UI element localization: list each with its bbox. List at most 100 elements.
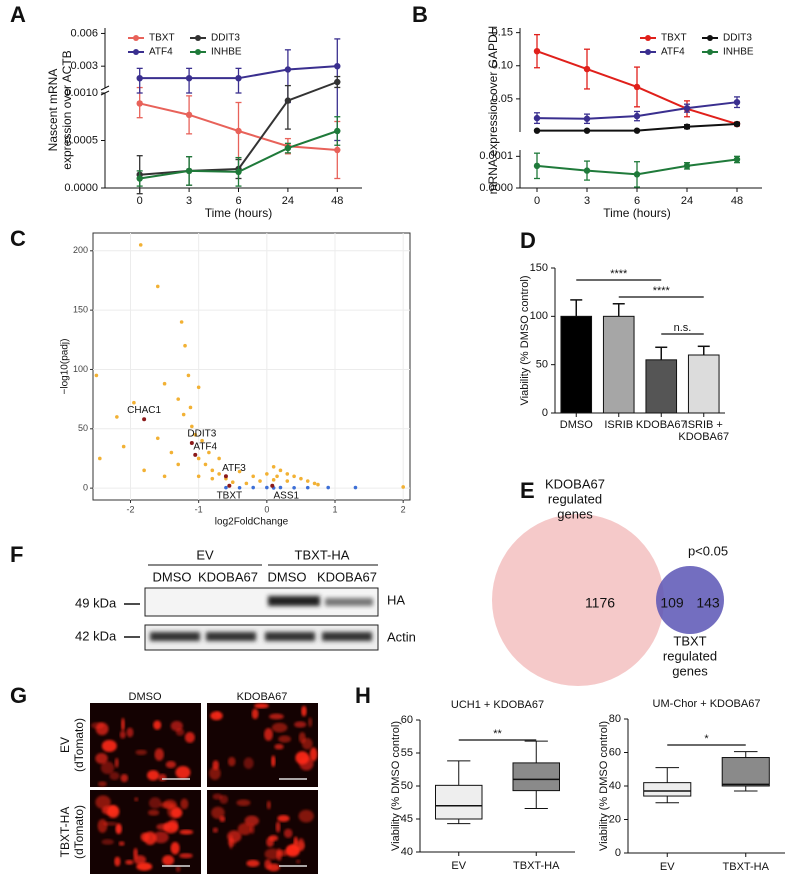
legend-label: DDIT3 [723, 33, 752, 44]
significance-label: ** [493, 728, 502, 740]
point [583, 115, 591, 122]
row-label: (dTomato) [72, 718, 86, 772]
cell [101, 739, 117, 752]
point [196, 456, 201, 461]
cell [126, 727, 134, 738]
cell [251, 708, 259, 720]
cell [170, 807, 183, 818]
cell [278, 735, 292, 743]
cell [180, 798, 189, 810]
legend-label: ATF4 [149, 47, 173, 58]
panel-label: G [10, 683, 27, 708]
western-blot: EV TBXT-HA DMSO KDOBA67 DMSO KDOBA67 49 … [75, 547, 416, 651]
point [207, 450, 211, 455]
cell [264, 848, 281, 860]
cell [102, 821, 118, 826]
point [353, 485, 358, 490]
venn-label: KDOBA67 [545, 476, 605, 491]
point [251, 474, 256, 479]
x-tick-label: 0 [137, 195, 143, 207]
point [278, 468, 283, 473]
cell [271, 755, 276, 768]
cell [301, 737, 313, 750]
x-tick-label: 6 [634, 195, 640, 207]
cell [114, 757, 119, 768]
y-tick-label: 50 [401, 780, 413, 792]
point [733, 120, 741, 128]
point [305, 485, 310, 490]
legend-label: DDIT3 [211, 33, 240, 44]
x-tick-label-text: ISRIB + KDOBA67 [678, 419, 730, 443]
x-tick-label: -1 [195, 504, 203, 514]
point [299, 476, 303, 481]
point [196, 474, 201, 479]
significance-label: * [704, 733, 709, 745]
significance-label: **** [610, 268, 628, 280]
point [334, 127, 341, 135]
point [121, 444, 126, 449]
point [633, 127, 641, 134]
x-tick-label: 24 [681, 195, 693, 207]
point [533, 127, 541, 134]
annotation: ASS1 [274, 490, 300, 501]
bar [645, 359, 678, 414]
row-label: EV [58, 737, 72, 753]
cell [298, 809, 314, 823]
y-tick-label: 0.05 [492, 93, 513, 105]
point [237, 469, 242, 474]
point [203, 462, 208, 467]
micro-image [207, 703, 318, 787]
box [435, 784, 483, 820]
cell [175, 765, 191, 779]
legend-label: INHBE [211, 47, 242, 58]
cell [95, 752, 108, 764]
legend-marker [195, 49, 201, 55]
x-tick-label-text: DMSO [559, 419, 593, 431]
cell [264, 727, 273, 741]
y-tick-label: 40 [609, 780, 621, 792]
point [533, 47, 541, 55]
point [275, 474, 279, 479]
blot-band [265, 632, 315, 641]
band-label: HA [387, 592, 405, 607]
legend-marker [707, 35, 713, 41]
box [721, 757, 770, 787]
cell [114, 856, 121, 867]
point [683, 123, 691, 130]
column-label: KDOBA67 [237, 691, 288, 703]
cell [219, 794, 229, 804]
marker-label: 49 kDa [75, 595, 117, 610]
point [533, 162, 541, 170]
venn-label: regulated [548, 491, 602, 506]
significance-label: **** [653, 285, 671, 297]
band-label: Actin [387, 629, 416, 644]
point [183, 343, 187, 348]
y-axis-label: Viability (% DMSO control) [598, 721, 610, 851]
group-label: EV [196, 547, 214, 562]
cell [227, 830, 242, 843]
cell [264, 859, 272, 870]
point [292, 485, 296, 490]
point [251, 485, 256, 490]
y-tick-label: 45 [401, 813, 413, 825]
cell [115, 823, 122, 835]
cell [274, 743, 284, 750]
point [334, 62, 341, 70]
cell [118, 841, 125, 846]
cell [295, 859, 301, 864]
lane-label: DMSO [268, 569, 307, 584]
cell [120, 773, 129, 783]
point [235, 74, 242, 82]
y-tick-label: 0.0005 [64, 134, 98, 146]
cell [100, 761, 115, 775]
point [176, 397, 181, 401]
cell [153, 720, 162, 730]
y-tick-label: 80 [609, 713, 621, 725]
cell [209, 766, 221, 780]
cell [179, 829, 194, 835]
cell [97, 818, 108, 833]
column-label: DMSO [129, 691, 162, 703]
row-label: (dTomato) [72, 805, 86, 859]
legend-label: TBXT [661, 33, 687, 44]
cell [158, 773, 167, 782]
